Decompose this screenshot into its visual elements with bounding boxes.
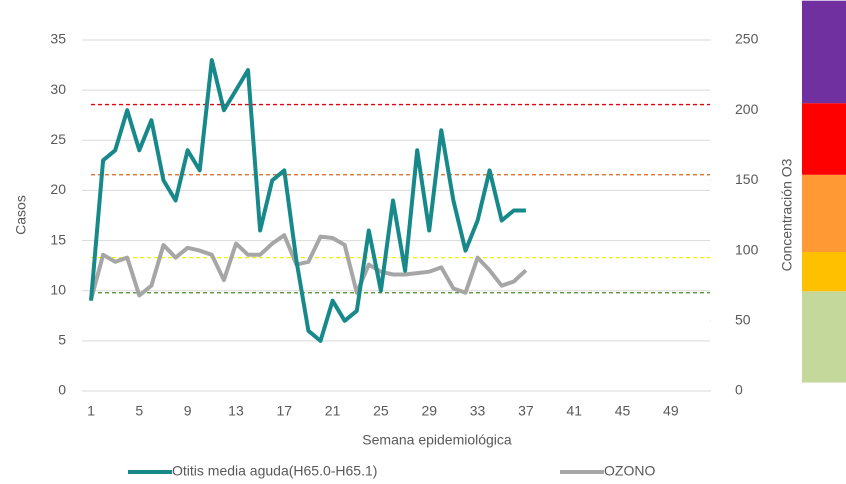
x-tick-label: 13 [228,403,244,419]
color-band [802,252,846,292]
x-tick-label: 49 [663,403,679,419]
x-tick-label: 45 [615,403,631,419]
color-band [802,291,846,383]
color-band [802,174,846,253]
y-tick-label: 30 [50,81,66,97]
legend-label: Otitis media aguda(H65.0-H65.1) [172,463,377,479]
y2-tick-label: 150 [735,171,759,187]
x-tick-label: 33 [470,403,486,419]
x-tick-label: 5 [135,403,143,419]
y2-axis-label: Concentración O3 [779,158,795,271]
y2-tick-label: 250 [735,31,759,47]
color-band [802,0,846,104]
y-tick-label: 25 [50,131,66,147]
y-tick-label: 35 [50,31,66,47]
y-axis-label: Casos [13,195,29,235]
series-line [89,233,528,301]
y2-tick-label: 0 [735,382,743,398]
x-tick-label: 29 [421,403,437,419]
y-tick-label: 20 [50,181,66,197]
y-tick-label: 5 [58,332,66,348]
x-tick-label: 37 [518,403,534,419]
y2-tick-label: 50 [735,312,751,328]
color-band [802,103,846,175]
y-tick-label: 0 [58,382,66,398]
x-tick-label: 25 [373,403,389,419]
series-line [89,58,526,343]
x-tick-label: 9 [184,403,192,419]
y-tick-label: 15 [50,231,66,247]
x-tick-label: 17 [276,403,292,419]
y-tick-label: 10 [50,281,66,297]
y2-tick-label: 100 [735,241,759,257]
legend-label: OZONO [604,463,655,479]
y2-tick-label: 200 [735,101,759,117]
x-axis-label: Semana epidemiológica [362,432,512,448]
x-tick-label: 41 [566,403,582,419]
x-tick-label: 1 [87,403,95,419]
x-tick-label: 21 [325,403,341,419]
